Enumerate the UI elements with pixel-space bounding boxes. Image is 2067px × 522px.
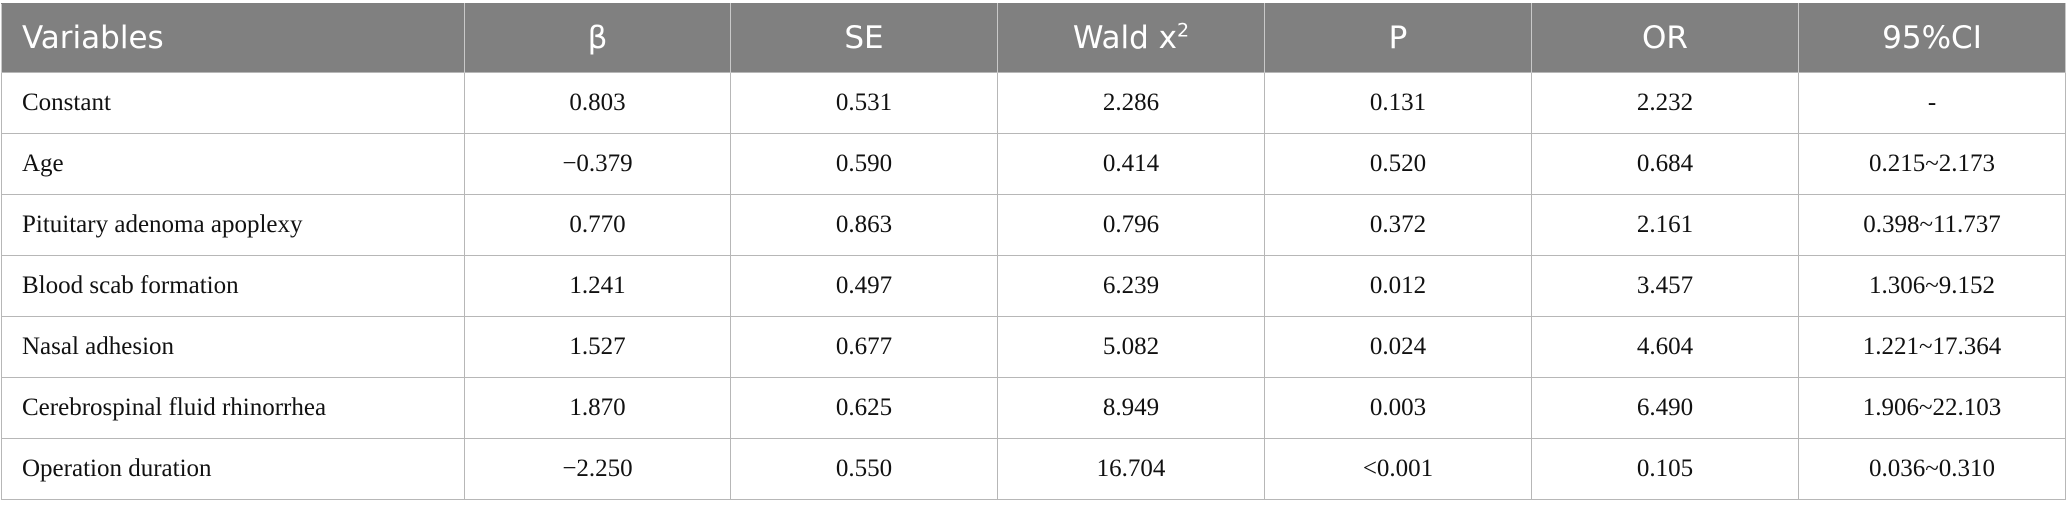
header-variables: Variables: [1, 3, 465, 73]
table-row: Constant 0.803 0.531 2.286 0.131 2.232 -: [1, 72, 2066, 134]
table-row: Nasal adhesion 1.527 0.677 5.082 0.024 4…: [1, 316, 2066, 378]
table-row: Pituitary adenoma apoplexy 0.770 0.863 0…: [1, 194, 2066, 256]
cell-p: 0.003: [1264, 377, 1532, 439]
cell-ci: 0.036~0.310: [1798, 438, 2066, 500]
cell-p: 0.024: [1264, 316, 1532, 378]
cell-or: 2.161: [1531, 194, 1799, 256]
header-beta: β: [464, 3, 731, 73]
cell-p: 0.131: [1264, 72, 1532, 134]
cell-variable: Age: [1, 133, 465, 195]
cell-variable: Nasal adhesion: [1, 316, 465, 378]
cell-beta: 0.803: [464, 72, 731, 134]
cell-wald: 0.796: [997, 194, 1265, 256]
regression-table: Variables β SE Wald x2 P OR 95%CI Consta…: [1, 3, 2066, 500]
header-p: P: [1264, 3, 1532, 73]
cell-p: 0.012: [1264, 255, 1532, 317]
cell-wald: 2.286: [997, 72, 1265, 134]
cell-wald: 8.949: [997, 377, 1265, 439]
cell-se: 0.531: [730, 72, 998, 134]
cell-se: 0.677: [730, 316, 998, 378]
header-wald-label: Wald x: [1072, 20, 1178, 56]
cell-beta: −2.250: [464, 438, 731, 500]
cell-variable: Blood scab formation: [1, 255, 465, 317]
cell-beta: 0.770: [464, 194, 731, 256]
table-row: Cerebrospinal fluid rhinorrhea 1.870 0.6…: [1, 377, 2066, 439]
cell-or: 0.105: [1531, 438, 1799, 500]
cell-or: 6.490: [1531, 377, 1799, 439]
table-body: Constant 0.803 0.531 2.286 0.131 2.232 -…: [1, 72, 2066, 500]
cell-p: 0.372: [1264, 194, 1532, 256]
cell-beta: 1.870: [464, 377, 731, 439]
cell-p: <0.001: [1264, 438, 1532, 500]
cell-wald: 6.239: [997, 255, 1265, 317]
regression-table-container: Variables β SE Wald x2 P OR 95%CI Consta…: [0, 3, 2067, 500]
cell-or: 0.684: [1531, 133, 1799, 195]
header-or: OR: [1531, 3, 1799, 73]
cell-ci: 1.221~17.364: [1798, 316, 2066, 378]
cell-p: 0.520: [1264, 133, 1532, 195]
cell-ci: 0.398~11.737: [1798, 194, 2066, 256]
cell-se: 0.863: [730, 194, 998, 256]
cell-se: 0.497: [730, 255, 998, 317]
cell-or: 3.457: [1531, 255, 1799, 317]
cell-wald: 16.704: [997, 438, 1265, 500]
cell-beta: 1.241: [464, 255, 731, 317]
cell-beta: 1.527: [464, 316, 731, 378]
table-row: Operation duration −2.250 0.550 16.704 <…: [1, 438, 2066, 500]
header-row: Variables β SE Wald x2 P OR 95%CI: [1, 3, 2066, 73]
header-wald-superscript: 2: [1177, 19, 1190, 42]
header-wald: Wald x2: [997, 3, 1265, 73]
header-ci: 95%CI: [1798, 3, 2066, 73]
table-header: Variables β SE Wald x2 P OR 95%CI: [1, 3, 2066, 73]
table-row: Age −0.379 0.590 0.414 0.520 0.684 0.215…: [1, 133, 2066, 195]
cell-variable: Constant: [1, 72, 465, 134]
cell-variable: Pituitary adenoma apoplexy: [1, 194, 465, 256]
cell-ci: -: [1798, 72, 2066, 134]
table-row: Blood scab formation 1.241 0.497 6.239 0…: [1, 255, 2066, 317]
cell-variable: Cerebrospinal fluid rhinorrhea: [1, 377, 465, 439]
cell-ci: 0.215~2.173: [1798, 133, 2066, 195]
cell-wald: 0.414: [997, 133, 1265, 195]
header-se: SE: [730, 3, 998, 73]
cell-or: 2.232: [1531, 72, 1799, 134]
cell-or: 4.604: [1531, 316, 1799, 378]
cell-se: 0.590: [730, 133, 998, 195]
cell-se: 0.550: [730, 438, 998, 500]
cell-se: 0.625: [730, 377, 998, 439]
cell-ci: 1.306~9.152: [1798, 255, 2066, 317]
cell-beta: −0.379: [464, 133, 731, 195]
cell-variable: Operation duration: [1, 438, 465, 500]
cell-wald: 5.082: [997, 316, 1265, 378]
cell-ci: 1.906~22.103: [1798, 377, 2066, 439]
